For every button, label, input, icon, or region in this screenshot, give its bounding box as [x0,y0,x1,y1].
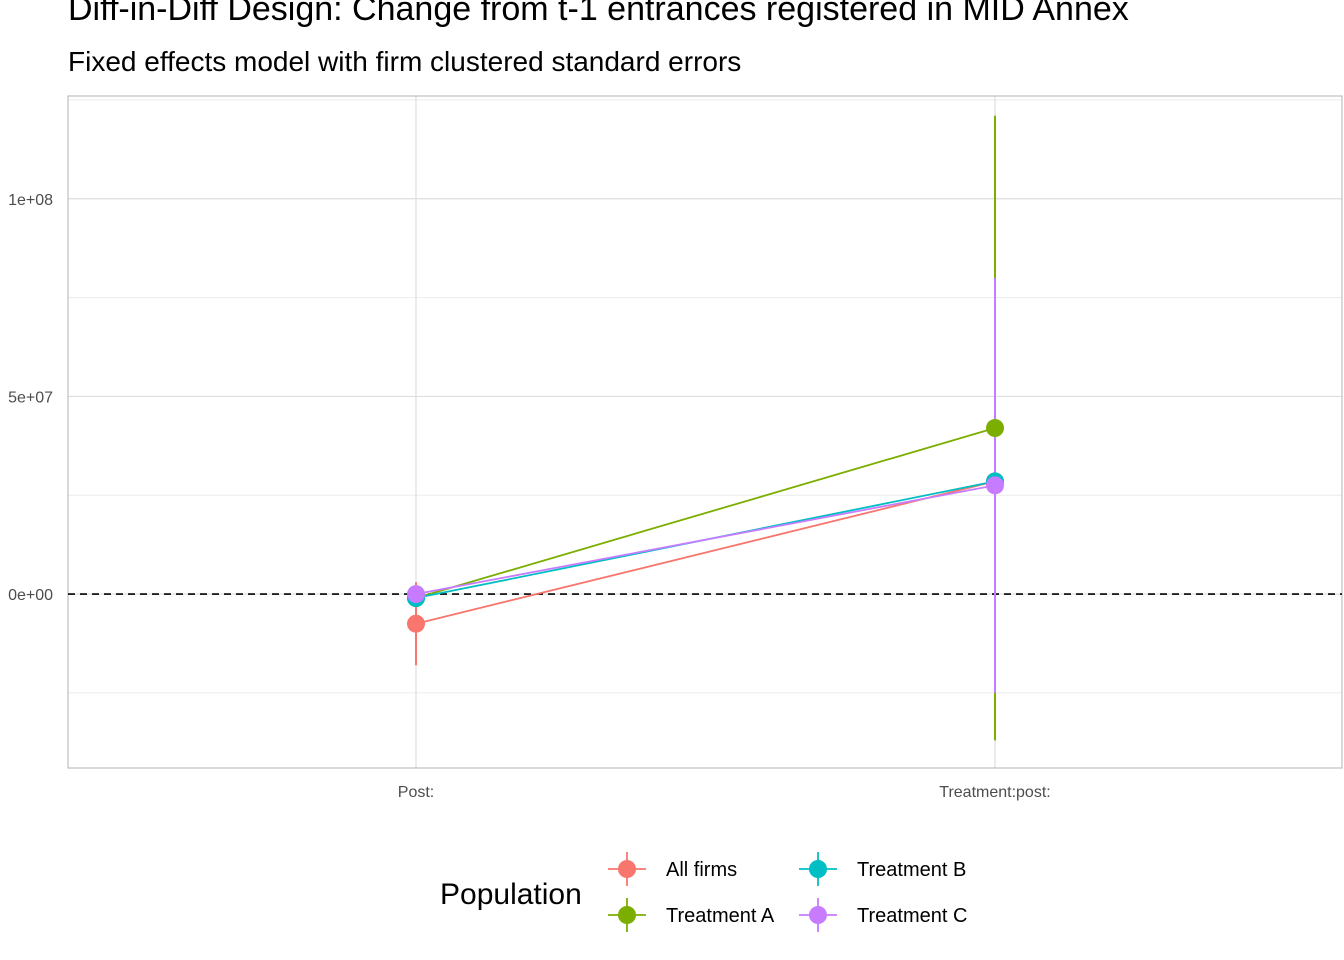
legend-item: Treatment C [799,898,967,932]
chart-subtitle: Fixed effects model with firm clustered … [68,46,742,77]
series-line [415,480,996,625]
legend-item: Treatment A [608,898,775,932]
legend-label: Treatment C [857,905,967,927]
chart-title: Diff-in-Diff Design: Change from t-1 ent… [68,0,1129,28]
data-point [407,585,425,604]
x-tick-label: Post: [398,784,434,801]
series-line [415,427,996,599]
series-layer [407,115,1004,741]
legend-label: Treatment B [857,859,966,881]
data-point [986,419,1004,438]
legend-title: Population [440,878,582,911]
grid [68,96,1342,768]
legend-label: All firms [666,859,737,881]
legend-key-point [618,860,636,878]
y-tick-label: 0e+00 [8,587,53,604]
y-tick-label: 1e+08 [8,192,53,209]
legend-item: Treatment B [799,852,966,886]
legend-item: All firms [608,852,737,886]
x-tick-label: Treatment:post: [939,784,1050,801]
legend-label: Treatment A [666,905,775,927]
series-line [415,484,996,595]
data-point [986,476,1004,495]
panel-border [67,95,1343,769]
data-point [407,614,425,633]
axis-labels: 0e+00 5e+07 1e+08 Post: Treatment:post: [8,192,1051,801]
legend: Population All firms Treatment A Treatment … [440,852,967,932]
legend-key-point [809,906,827,924]
legend-key-point [809,860,827,878]
y-tick-label: 5e+07 [8,389,53,406]
legend-key-point [618,906,636,924]
